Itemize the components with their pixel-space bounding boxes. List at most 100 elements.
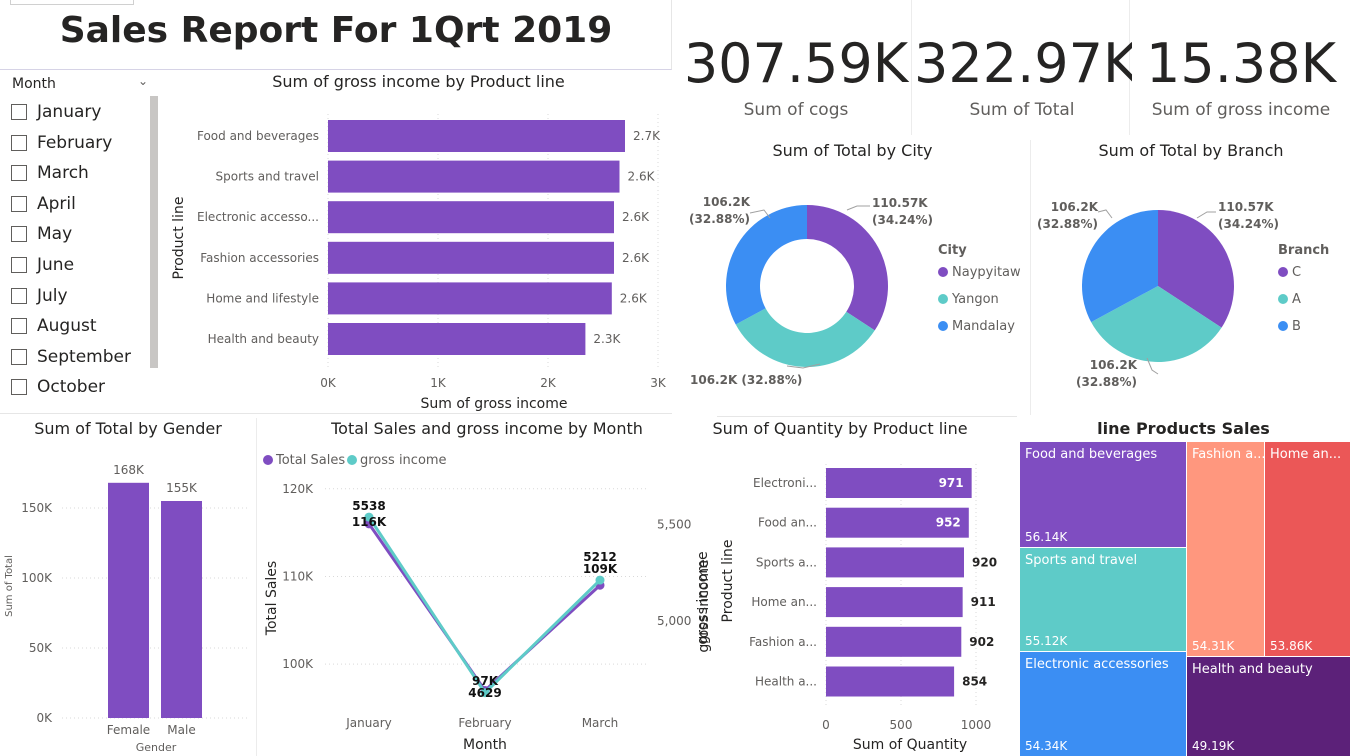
data-label: 106.2K [1051,200,1099,214]
line-products-sales-treemap[interactable]: line Products Sales Food and beverages 56… [1017,416,1350,756]
kpi-value: 15.38K [1145,32,1336,95]
pie-slice [1082,210,1158,323]
slicer-item-label: May [37,224,73,245]
data-label: (32.88%) [1037,217,1098,231]
category-label: Fashion a... [749,635,817,649]
gross-income-by-product-chart[interactable]: Sum of gross income by Product line 0K 1K… [165,70,672,413]
slicer-item-january[interactable]: January [11,101,101,123]
data-label: 106.2K (32.88%) [690,373,802,387]
data-label: 168K [113,463,145,477]
kpi-label: Sum of Total [969,100,1075,120]
category-label: Health a... [755,675,817,689]
legend-marker [938,267,948,277]
treemap-cell[interactable]: Sports and travel 55.12K [1020,548,1186,651]
slicer-item-november[interactable]: November [11,407,125,410]
slicer-item-july[interactable]: July [11,285,68,307]
x-tick-label: 3K [650,376,667,390]
treemap-cell-value: 54.31K [1192,639,1235,653]
treemap-cell-name: Electronic accessories [1025,657,1169,672]
chevron-down-icon[interactable]: ⌄ [138,74,149,88]
divider [256,418,257,756]
pie-slice [1158,210,1234,328]
checkbox[interactable] [11,134,27,151]
slicer-item-april[interactable]: April [11,193,76,215]
y2-axis-title: gross income [695,551,711,644]
total-by-branch-chart[interactable]: Sum of Total by Branch 110.57K (34.24%) 10… [1032,138,1350,415]
x-axis-title: Sum of Quantity [853,737,967,753]
slicer-item-march[interactable]: March [11,162,89,184]
treemap-cell[interactable]: Electronic accessories 54.34K [1020,652,1186,756]
data-label: 109K [583,562,618,576]
slicer-item-october[interactable]: October [11,376,105,398]
checkbox[interactable] [11,165,27,182]
slicer-item-label: September [37,346,131,367]
legend-marker [263,455,273,465]
slicer-scrollbar[interactable] [150,96,158,368]
data-label: 920 [972,555,997,569]
total-by-city-svg: 110.57K (34.24%) 106.2K (32.88%) 106.2K (32.… [689,195,1021,387]
leader-line [1097,209,1113,219]
slicer-item-may[interactable]: May [11,223,72,245]
legend-marker [938,321,948,331]
slicer-item-september[interactable]: September [11,346,131,368]
sales-income-by-month-chart[interactable]: Total Sales and gross income by Month 10… [257,416,717,756]
legend-item: Total Sales [275,453,345,468]
month-slicer[interactable]: Month ⌄ January February March April May June… [0,70,164,410]
slicer-item-june[interactable]: June [11,254,74,276]
checkbox[interactable] [11,287,27,304]
pie-slice [735,308,875,367]
legend-item: B [1292,319,1301,334]
checkbox[interactable] [11,195,27,212]
data-label: 106.2K [1090,358,1138,372]
treemap-cell-value: 53.86K [1270,639,1313,653]
kpi-value: 307.59K [683,32,909,95]
legend-item: Mandalay [952,319,1015,334]
y-axis-title-extra: gross income [696,559,712,652]
y-tick-label: 110K [282,569,314,583]
bar [826,507,969,538]
treemap-cell-value: 54.34K [1025,739,1068,753]
slicer-item-label: April [37,193,76,214]
y-axis-title: Product line [171,197,187,280]
chart-title: Sum of Total by City [772,141,933,160]
leader-line [749,209,771,219]
checkbox[interactable] [11,226,27,243]
treemap-cell-value: 56.14K [1025,530,1068,544]
total-by-gender-chart[interactable]: Sum of Total by Gender 0K 50K 100K 150K 168K… [0,416,256,756]
checkbox[interactable] [11,348,27,365]
checkbox[interactable] [11,318,27,335]
treemap-cell[interactable]: Health and beauty 49.19K [1187,657,1350,756]
slicer-item-august[interactable]: August [11,315,97,337]
slicer-item-label: November [37,408,125,410]
pie-slice [807,205,888,331]
data-label: 2.6K [622,251,650,265]
total-by-city-chart[interactable]: Sum of Total by City 110.57K (34.24%) 106.… [680,138,1030,415]
slicer-item-february[interactable]: February [11,132,112,154]
treemap-cell[interactable]: Food and beverages 56.14K [1020,442,1186,547]
checkbox[interactable] [11,257,27,273]
data-label: (32.88%) [689,212,750,226]
chart-title: Sum of gross income by Product line [272,72,565,91]
divider [672,416,1350,417]
chart-title: Sum of Total by Branch [1098,141,1284,160]
y2-tick-label: 5,500 [657,517,691,531]
treemap-cell[interactable]: Fashion a... 54.31K [1187,442,1264,656]
slicer-item-label: July [37,285,68,306]
series-point [364,512,374,522]
checkbox[interactable] [11,379,27,396]
data-label: 2.6K [628,170,656,184]
bar [108,482,149,718]
series-point [480,688,490,698]
quantity-by-product-chart[interactable]: Sum of Quantity by Product line 0 500 1000… [690,416,1015,756]
category-label: Electroni... [753,476,817,490]
treemap-cell[interactable]: Home an... 53.86K [1265,442,1350,656]
divider [1030,140,1031,415]
bar [328,241,614,274]
kpi-card-total: 322.97K Sum of Total [914,0,1138,135]
chart-title: Sum of Total by Gender [34,419,222,438]
category-label: Electronic accesso... [197,210,319,224]
data-label: 2.3K [593,332,621,346]
y2-tick-label: 5,000 [657,614,691,628]
slicer-item-label: June [37,255,75,275]
checkbox[interactable] [11,104,27,120]
